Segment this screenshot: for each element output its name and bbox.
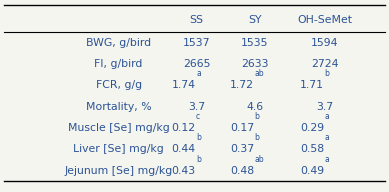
Text: ab: ab xyxy=(254,155,264,164)
Text: 1535: 1535 xyxy=(241,38,268,48)
Text: b: b xyxy=(254,133,259,142)
Text: 4.6: 4.6 xyxy=(246,102,263,112)
Text: a: a xyxy=(324,133,329,142)
Text: 0.12: 0.12 xyxy=(172,123,196,133)
Text: 0.48: 0.48 xyxy=(230,166,254,176)
Text: Mortality, %: Mortality, % xyxy=(86,102,151,112)
Text: 3.7: 3.7 xyxy=(188,102,205,112)
Text: 2633: 2633 xyxy=(241,59,268,69)
Text: 1.74: 1.74 xyxy=(172,80,196,90)
Text: OH-SeMet: OH-SeMet xyxy=(297,15,352,25)
Text: a: a xyxy=(324,112,329,121)
Text: Muscle [Se] mg/kg: Muscle [Se] mg/kg xyxy=(68,123,170,133)
Text: FI, g/bird: FI, g/bird xyxy=(95,59,143,69)
Text: 2724: 2724 xyxy=(311,59,338,69)
Text: a: a xyxy=(324,155,329,164)
Text: 0.17: 0.17 xyxy=(230,123,254,133)
Text: 0.29: 0.29 xyxy=(300,123,324,133)
Text: 3.7: 3.7 xyxy=(316,102,333,112)
Text: b: b xyxy=(196,133,201,142)
Text: 0.49: 0.49 xyxy=(300,166,324,176)
Text: SY: SY xyxy=(248,15,261,25)
Text: 1.71: 1.71 xyxy=(300,80,324,90)
Text: b: b xyxy=(254,112,259,121)
Text: 0.44: 0.44 xyxy=(172,144,196,154)
Text: 1594: 1594 xyxy=(311,38,338,48)
Text: c: c xyxy=(196,112,200,121)
Text: 1.72: 1.72 xyxy=(230,80,254,90)
Text: Liver [Se] mg/kg: Liver [Se] mg/kg xyxy=(73,144,164,154)
Text: 0.43: 0.43 xyxy=(172,166,196,176)
Text: 0.58: 0.58 xyxy=(300,144,324,154)
Text: BWG, g/bird: BWG, g/bird xyxy=(86,38,151,48)
Text: ab: ab xyxy=(254,70,264,78)
Text: FCR, g/g: FCR, g/g xyxy=(96,80,142,90)
Text: 2665: 2665 xyxy=(183,59,210,69)
Text: Jejunum [Se] mg/kg: Jejunum [Se] mg/kg xyxy=(65,166,173,176)
Text: 0.37: 0.37 xyxy=(230,144,254,154)
Text: a: a xyxy=(196,70,201,78)
Text: 1537: 1537 xyxy=(183,38,210,48)
Text: b: b xyxy=(324,70,329,78)
Text: b: b xyxy=(196,155,201,164)
Text: SS: SS xyxy=(189,15,203,25)
